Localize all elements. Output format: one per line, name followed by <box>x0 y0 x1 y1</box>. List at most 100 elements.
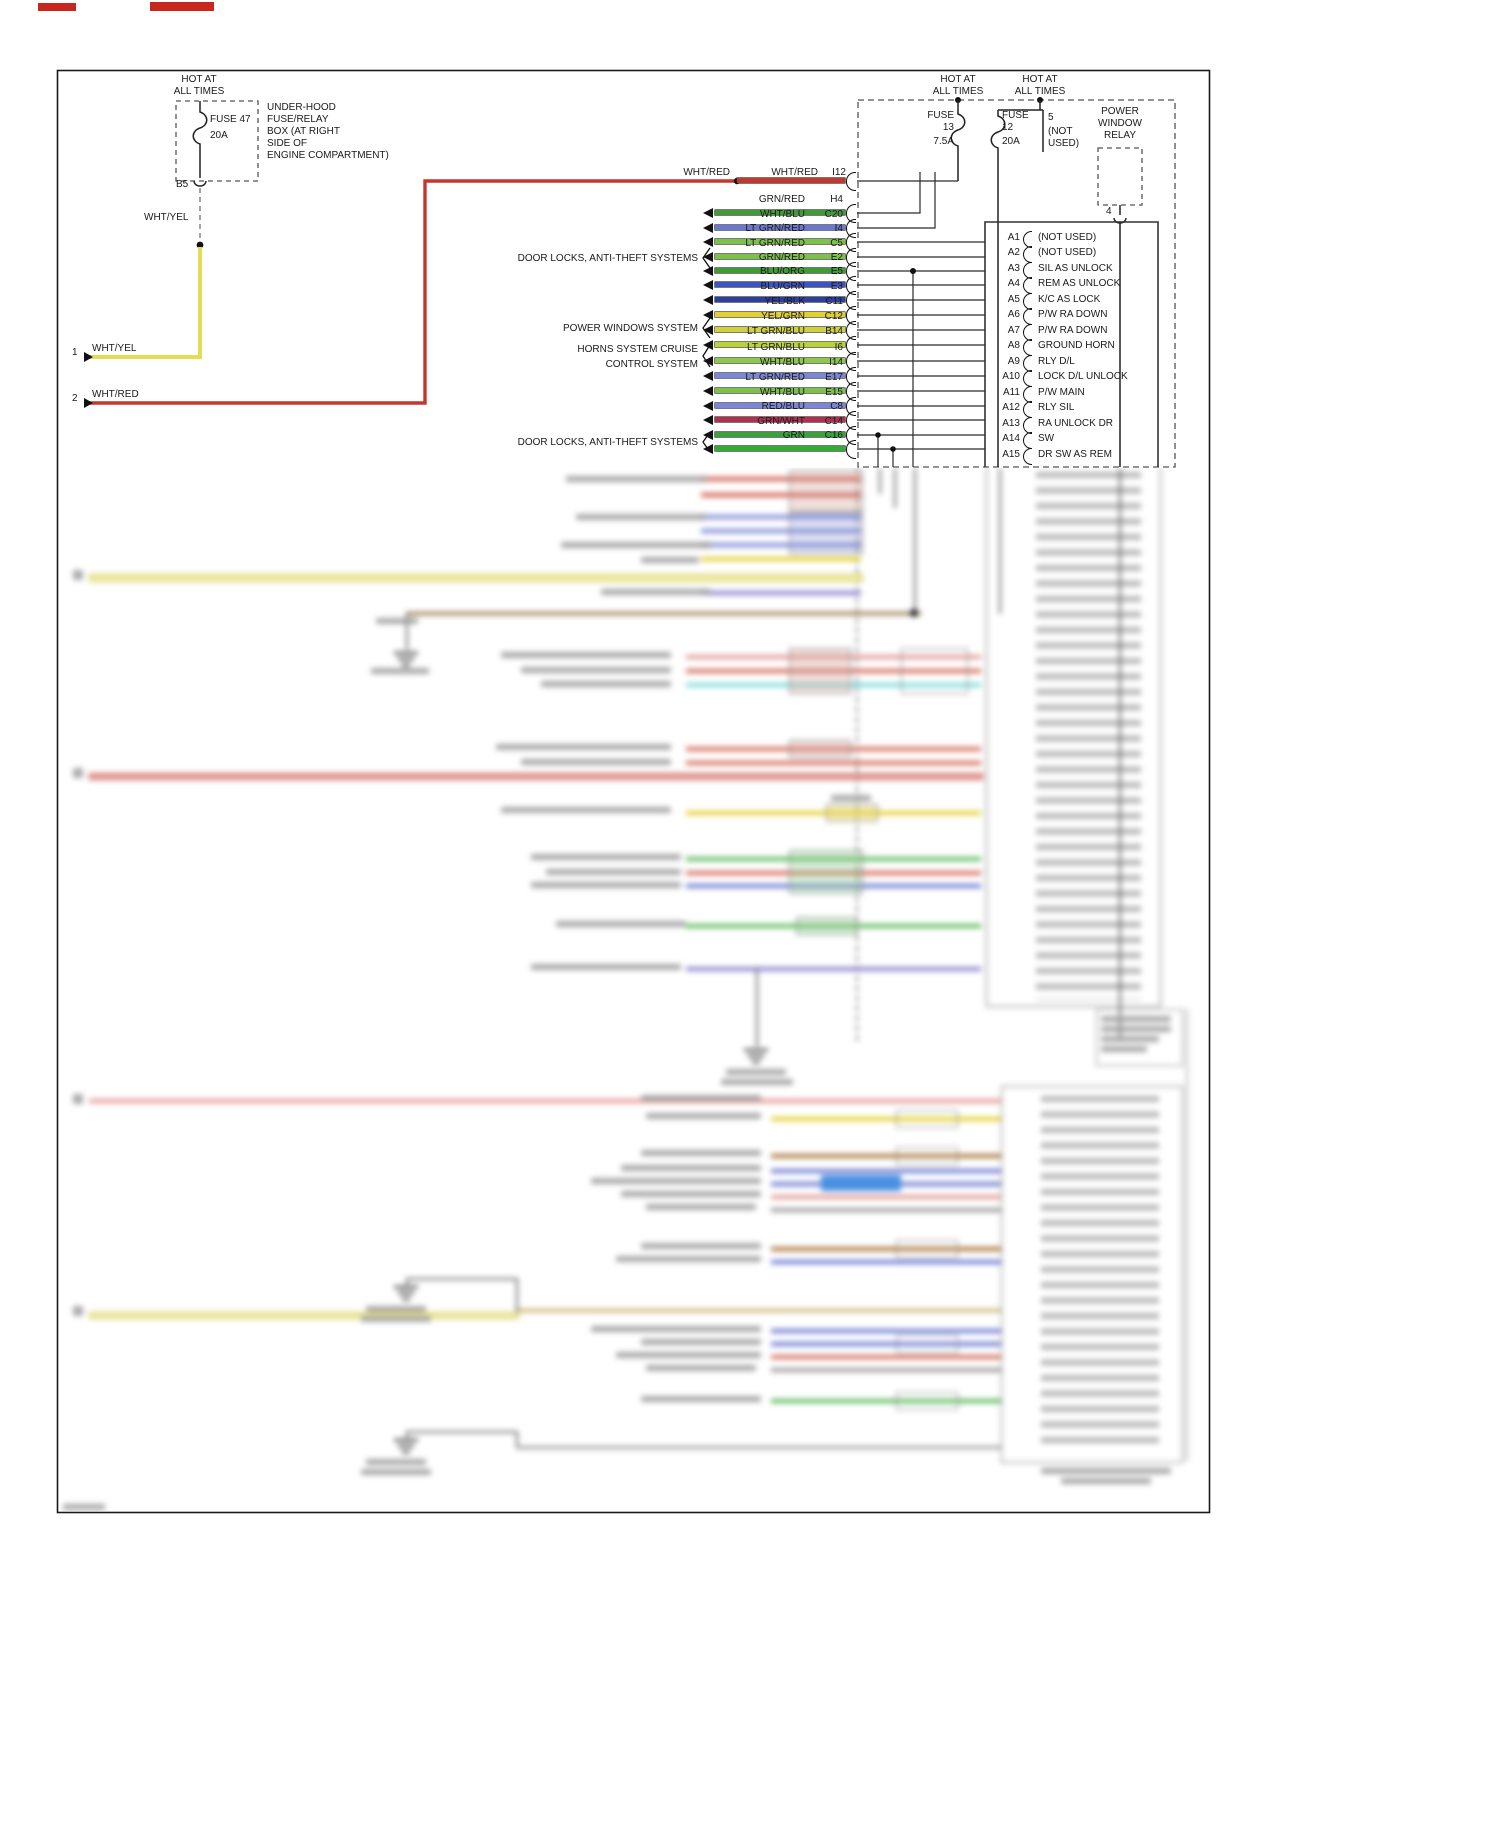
wire-arrow-icon <box>703 280 713 290</box>
circuit-number: 2 <box>72 393 78 404</box>
blurred-line <box>999 468 1001 614</box>
unit-pin-number: A8 <box>1007 340 1020 351</box>
blurred-wire <box>771 1355 1001 1359</box>
wire-arrow-icon <box>703 401 713 411</box>
blurred-label <box>371 668 429 674</box>
wire-arrow-icon <box>703 430 713 440</box>
blurred-wire <box>686 655 981 659</box>
wire-color-label: GRN <box>782 430 805 441</box>
connector-icon <box>1023 339 1032 356</box>
unit-pin-label: P/W RA DOWN <box>1038 309 1108 320</box>
blurred-ground <box>748 1055 764 1057</box>
unit-pin-label: DR SW AS REM <box>1038 449 1112 460</box>
unit-pin-label: K/C AS LOCK <box>1038 294 1101 305</box>
blurred-label <box>361 1469 431 1475</box>
blurred-wire <box>686 857 981 861</box>
blurred-label <box>646 1365 756 1371</box>
fuse-name-label: FUSE 12 <box>1002 110 1029 133</box>
wire-pin-label: C16 <box>824 430 843 441</box>
connector-icon <box>1023 401 1032 418</box>
wire-color-label: BLU/GRN <box>760 281 805 292</box>
blurred-caption-box <box>1096 1009 1183 1066</box>
blurred-ground <box>744 1049 768 1051</box>
wire-pin-label: I14 <box>829 357 843 368</box>
connector-icon <box>1023 246 1032 263</box>
blurred-label <box>376 618 418 624</box>
wire-segment <box>715 210 845 215</box>
wire-arrow-icon <box>703 386 713 396</box>
fuse-amp-label: 7.5A <box>933 136 954 147</box>
blurred-region <box>59 468 1208 1511</box>
blurred-label <box>641 1150 761 1156</box>
blurred-label <box>641 557 699 563</box>
junction-dot <box>875 432 881 438</box>
blurred-label <box>366 1459 426 1465</box>
wire-arrow-icon <box>84 352 93 362</box>
blurred-ground <box>752 1061 760 1063</box>
blurred-ground <box>402 1451 410 1453</box>
unit-pin-label: REM AS UNLOCK <box>1038 278 1121 289</box>
blurred-wire <box>686 967 981 971</box>
wire-color-label: LT GRN/RED <box>745 223 805 234</box>
blurred-connector-box <box>896 1147 958 1165</box>
wire-segment <box>715 446 845 451</box>
blurred-label <box>726 1069 786 1075</box>
blurred-label <box>1061 1478 1151 1484</box>
blurred-label <box>521 667 671 673</box>
blurred-label <box>541 681 671 687</box>
blurred-control-unit <box>1001 1086 1183 1463</box>
wire-pin-label: C11 <box>825 296 843 307</box>
wire-color-label: WHT/BLU <box>760 387 805 398</box>
blurred-ground <box>394 1439 418 1441</box>
wire-pin-label: E3 <box>830 281 843 292</box>
blurred-ground <box>402 1298 410 1300</box>
unit-pin-row: A15 DR SW AS REM <box>990 448 1158 469</box>
unit-pin-number: A7 <box>1007 325 1020 336</box>
blurred-wire <box>686 871 981 875</box>
blurred-control-unit <box>986 468 1161 1007</box>
unit-pin-number: A2 <box>1007 247 1020 258</box>
blurred-line <box>1119 468 1121 1041</box>
blurred-wire <box>701 493 861 497</box>
wire-arrow-icon <box>703 415 713 425</box>
wire-pin-label: C14 <box>824 416 843 427</box>
wire-segment <box>715 432 845 437</box>
unit-pin-label: RLY SIL <box>1038 402 1075 413</box>
blurred-label <box>1101 1026 1171 1032</box>
blurred-wire <box>771 1154 1001 1158</box>
blurred-line <box>406 1280 408 1285</box>
blurred-label <box>641 1243 761 1249</box>
blurred-label <box>1036 472 1141 1000</box>
wire-pin-label: C8 <box>830 401 843 412</box>
unit-pin-number: A1 <box>1007 232 1020 243</box>
junction-dot <box>196 241 204 249</box>
blurred-line <box>406 1278 516 1280</box>
wire-arrow-icon <box>84 398 93 408</box>
blurred-wire <box>771 1329 1001 1333</box>
unit-pin-label: SW <box>1038 433 1055 444</box>
wire-color-label: LT GRN/RED <box>745 238 805 249</box>
blurred-wire <box>701 543 861 547</box>
blurred-wire <box>701 515 861 519</box>
wire-arrow-icon <box>703 310 713 320</box>
fuse-13-icon <box>950 100 966 181</box>
wire-color-label: WHT/BLU <box>760 209 805 220</box>
blurred-label <box>531 854 681 860</box>
blurred-wire <box>701 591 861 595</box>
fuse-name-label: FUSE 47 <box>210 114 251 125</box>
fusebox-caption: SIDE OF <box>267 138 308 149</box>
blurred-connector-box <box>896 1335 958 1353</box>
wire-pin-label: H4 <box>830 194 843 205</box>
unit-pin-number: A4 <box>1007 278 1020 289</box>
system-label: DOOR LOCKS, ANTI-THEFT SYSTEMS <box>517 253 698 264</box>
fuse-amp-label: 20A <box>210 130 228 141</box>
blurred-wire <box>516 1309 1001 1312</box>
wht-yel-wire <box>88 247 202 359</box>
wire-color-label: BLU/ORG <box>759 266 805 277</box>
blurred-connector-box <box>896 1392 958 1410</box>
blurred-label <box>501 807 671 813</box>
unit-pin-number: A13 <box>1002 418 1020 429</box>
blurred-content <box>59 468 1208 1511</box>
blurred-wire <box>771 1169 1001 1173</box>
wire-segment <box>715 327 845 332</box>
